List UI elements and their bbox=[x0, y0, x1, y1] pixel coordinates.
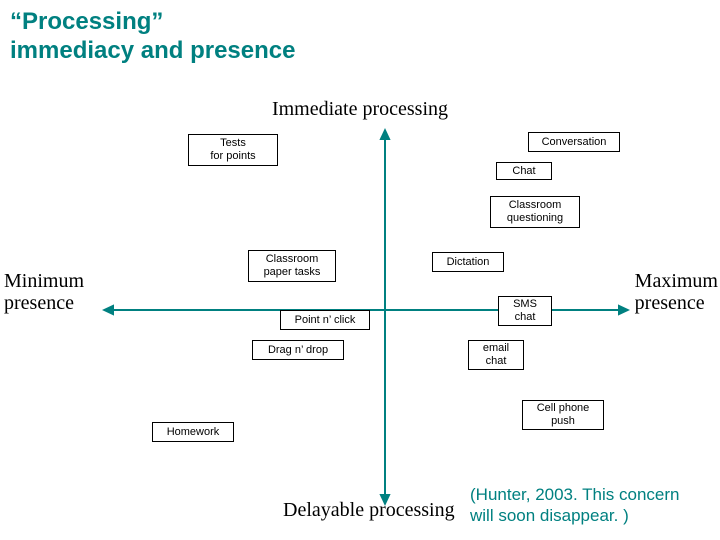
box-tests-for-points: Testsfor points bbox=[188, 134, 278, 166]
axis-label-right: Maximumpresence bbox=[635, 270, 718, 314]
axis-arrows bbox=[0, 0, 720, 540]
axis-label-left: Minimumpresence bbox=[4, 270, 84, 314]
axis-label-bottom: Delayable processing bbox=[283, 499, 455, 522]
box-cell-phone-push: Cell phonepush bbox=[522, 400, 604, 430]
box-conversation: Conversation bbox=[528, 132, 620, 152]
axis-label-top: Immediate processing bbox=[272, 98, 448, 121]
box-drag-n-drop: Drag n’ drop bbox=[252, 340, 344, 360]
citation: (Hunter, 2003. This concern will soon di… bbox=[470, 484, 690, 527]
box-dictation: Dictation bbox=[432, 252, 504, 272]
box-homework: Homework bbox=[152, 422, 234, 442]
box-email-chat: emailchat bbox=[468, 340, 524, 370]
box-point-n-click: Point n’ click bbox=[280, 310, 370, 330]
box-sms-chat: SMSchat bbox=[498, 296, 552, 326]
box-chat: Chat bbox=[496, 162, 552, 180]
box-classroom-paper-tasks: Classroompaper tasks bbox=[248, 250, 336, 282]
box-classroom-questioning: Classroomquestioning bbox=[490, 196, 580, 228]
